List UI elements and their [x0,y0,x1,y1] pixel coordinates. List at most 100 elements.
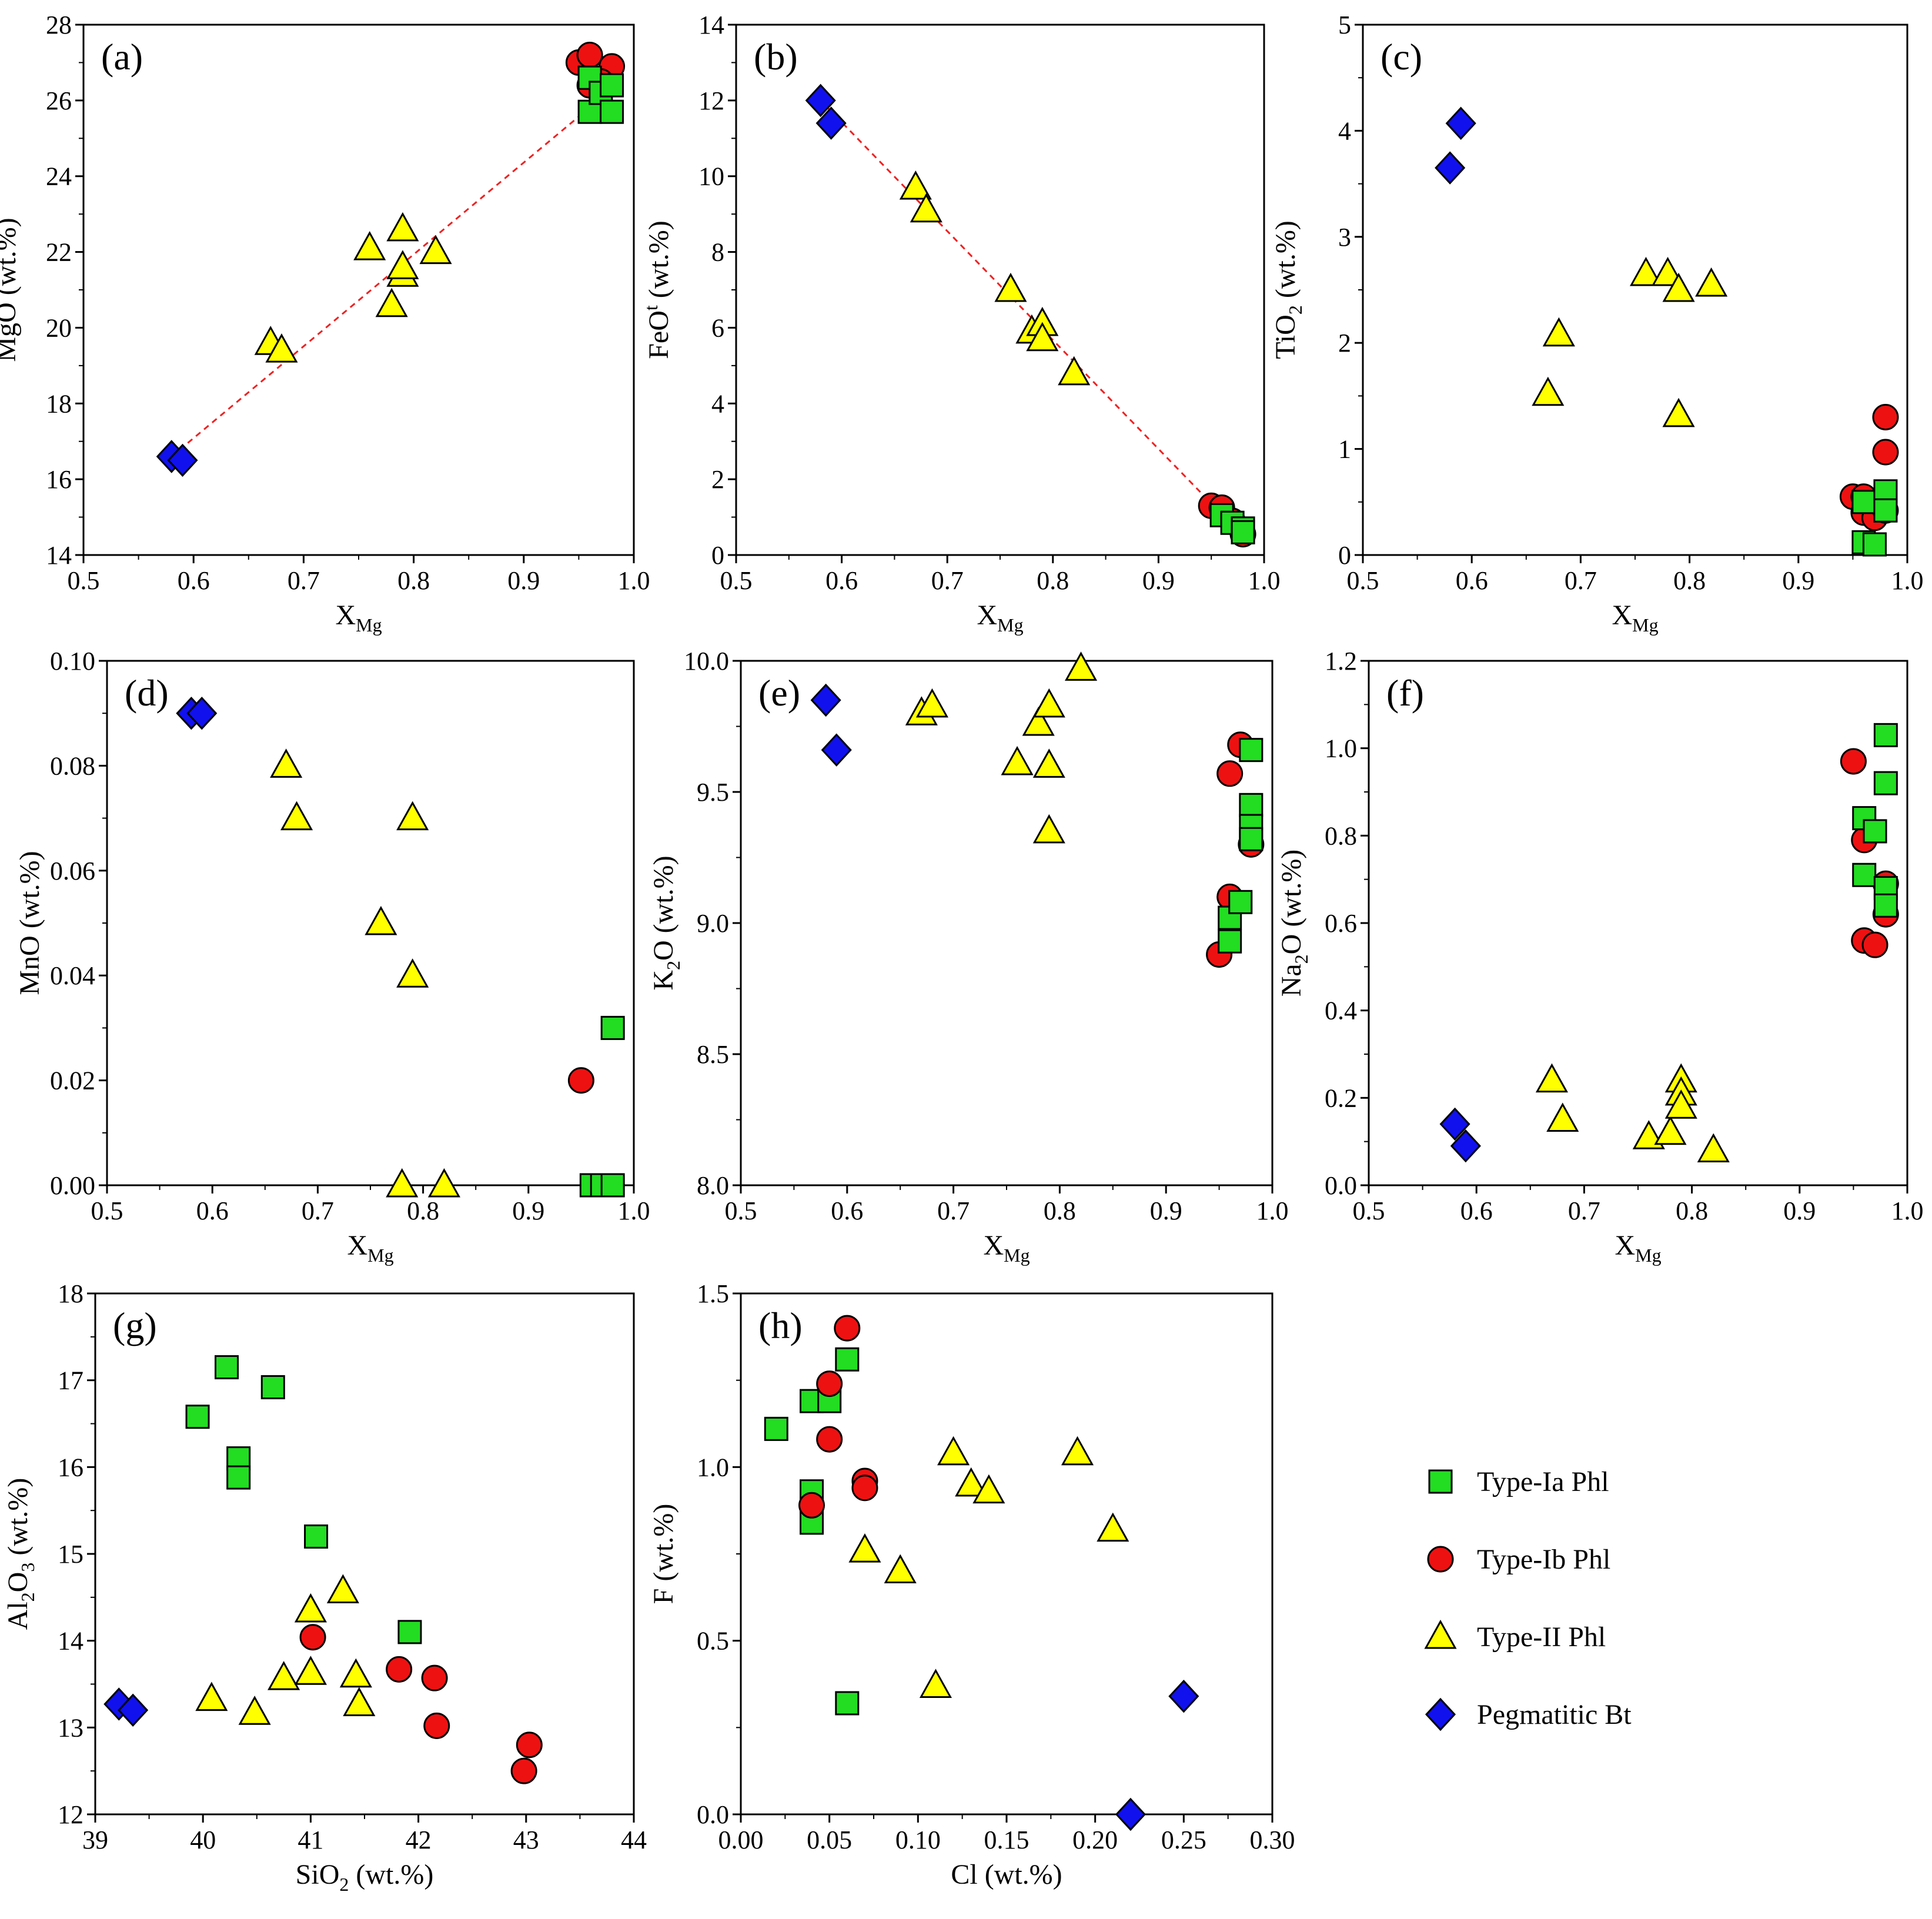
panel-g-point-type-ib-phl [386,1656,413,1683]
panel-g-xtick-label: 42 [406,1826,432,1854]
panel-c-ytick-label: 0 [1338,541,1351,570]
panel-a-point-type-ia-phl [600,73,624,98]
panel-f-ytick-label: 0.0 [1325,1171,1357,1200]
panel-c: 0.5 0.6 0.7 0.8 0.9 1.0 0 1 2 3 4 5 XMg TiO2 (wt.%) (c… [1270,11,1924,636]
panel-e-point-pegmatitic-bt [821,733,852,767]
panel-f-point-type-ii-phl [1546,1102,1579,1132]
panel-d-ytick-label: 0.10 [50,647,95,676]
panel-e-xtick-label: 0.8 [1044,1196,1076,1225]
panel-f-xtick-label: 0.7 [1568,1196,1600,1225]
legend-marker-type-ib-phl [1427,1546,1454,1573]
panel-e-ytick-label: 8.5 [697,1040,729,1069]
panel-g-point-type-ia-phl [397,1620,422,1644]
panel-e-xtick-label: 0.6 [831,1196,863,1225]
panel-g-point-type-ib-phl [510,1757,537,1784]
panel-e-series-pegmatitic-bt [810,683,852,767]
panel-c-xtick-label: 0.6 [1456,566,1488,595]
panel-b-point-type-ii-phl [994,272,1027,302]
panel-f-point-pegmatitic-bt [1439,1107,1470,1141]
panel-f-point-type-ii-phl [1664,1089,1697,1119]
panel-g-point-type-ii-phl [339,1658,372,1688]
panel-f: 0.5 0.6 0.7 0.8 0.9 1.0 0.0 0.2 0.4 0.6 0.8 1.0 1.2 X… [1276,647,1924,1266]
panel-h: 0.00 0.05 0.10 0.15 0.20 0.25 0.30 0.0 0.5 1.0 1.5… [648,1279,1295,1890]
panel-b-xtick-label: 0.6 [825,566,858,595]
panel-b-xtick-label: 1.0 [1248,566,1281,595]
panel-f-frame [1368,660,1908,1186]
panel-h-xtick-label: 0.20 [1072,1826,1118,1854]
legend-label-type-ia-phl: Type-Ia Phl [1477,1466,1609,1497]
panel-a-point-type-ii-phl [419,235,452,265]
panel-e-point-type-ii-phl [1032,748,1065,778]
legend-label-type-ib-phl: Type-Ib Phl [1477,1544,1610,1575]
panel-h-point-type-ib-phl [851,1475,878,1502]
panel-g-ytick-label: 17 [58,1366,83,1395]
panel-d-ytick-label: 0.06 [50,857,95,885]
panel-g-ytick-label: 15 [58,1540,83,1569]
panel-b-ytick-label: 4 [711,389,724,418]
panel-g-point-type-ii-phl [326,1574,359,1603]
panel-a-ytick-label: 28 [46,11,72,39]
panel-f-xlabel: XMg [1615,1230,1661,1266]
panel-d-series-pegmatitic-bt [176,696,218,730]
panel-g-xtick-label: 44 [621,1826,647,1854]
panel-a-series-type-ii-phl [254,212,452,363]
panel-a-ytick-label: 16 [46,465,72,494]
panel-b-xtick-label: 0.8 [1037,566,1069,595]
panel-b-ytick-label: 8 [711,238,724,267]
panel-a-point-type-ii-phl [375,287,408,317]
panel-h-point-type-ia-phl [835,1691,860,1716]
panel-d-point-type-ii-phl [270,748,303,778]
panel-d-point-type-ii-phl [396,958,429,988]
panel-a: 0.5 0.6 0.7 0.8 0.9 1.0 14 16 18 20 22 24 26 28 XMg MgO… [0,11,650,636]
panel-f-label: (f) [1386,672,1424,714]
panel-b-ytick-label: 0 [711,541,724,570]
panel-b: 0.5 0.6 0.7 0.8 0.9 1.0 0 2 4 6 8 10 12 14 XMg FeOt (wt… [640,11,1281,636]
panel-d-point-type-ii-phl [396,801,429,831]
panel-g-point-type-ib-phl [421,1664,448,1691]
panel-h-point-type-ii-phl [937,1436,970,1466]
panel-g-series-type-ib-phl [299,1624,543,1784]
panel-f-point-type-ia-phl [1873,893,1898,918]
panel-e-point-type-ia-phl [1239,827,1264,851]
panel-f-ytick-label: 1.2 [1325,647,1357,676]
panel-c-xtick-label: 0.8 [1673,566,1706,595]
panel-c-ylabel: TiO2 (wt.%) [1270,220,1306,359]
panel-e-series-type-ia-phl [1218,738,1264,954]
panel-h-xtick-label: 0.10 [895,1826,941,1854]
panel-e-xtick-label: 0.7 [937,1196,970,1225]
panel-f-series-type-ii-phl [1535,1063,1730,1163]
panel-f-ytick-label: 0.6 [1325,909,1357,938]
panel-c-point-type-ii-phl [1695,267,1728,297]
panel-g-xlabel: SiO2 (wt.%) [296,1859,434,1895]
panel-f-point-type-ii-phl [1535,1063,1568,1093]
panel-h-point-type-ii-phl [884,1554,917,1584]
legend-marker-pegmatitic-bt [1425,1697,1456,1731]
panel-a-xtick-label: 0.5 [68,566,100,595]
panel-c-xtick-label: 0.5 [1347,566,1379,595]
panel-f-xtick-label: 0.6 [1460,1196,1493,1225]
panel-d-ytick-label: 0.04 [50,961,95,990]
panel-f-xtick-label: 0.5 [1353,1196,1385,1225]
panel-b-series-pegmatitic-bt [805,83,847,140]
panel-h-point-pegmatitic-bt [1115,1797,1146,1831]
panel-g-xtick-label: 39 [82,1826,108,1854]
panel-g-label: (g) [113,1305,157,1346]
panel-e-ytick-label: 10.0 [684,647,729,676]
panel-c-ytick-label: 1 [1338,435,1351,464]
panel-h-point-type-ib-phl [816,1426,843,1453]
panel-e-point-type-ii-phl [1001,745,1034,775]
panel-a-point-pegmatitic-bt [167,443,198,477]
panel-a-frame [82,24,635,556]
panel-a-point-type-ia-phl [600,99,624,124]
panel-g-ylabel: Al2O3 (wt.%) [2,1478,38,1630]
panel-b-series-type-ii-phl [899,170,1091,386]
legend-label-type-ii-phl: Type-II Phl [1477,1622,1606,1653]
panel-h-frame [740,1292,1273,1816]
panel-g-point-type-ia-phl [304,1524,329,1549]
panel-g-point-type-ii-phl [294,1656,327,1685]
panel-e-point-type-ii-phl [1032,814,1065,844]
panel-c-xtick-label: 1.0 [1891,566,1924,595]
panel-g-ytick-label: 16 [58,1453,83,1482]
panel-d-point-type-ib-phl [567,1067,594,1094]
panel-b-xlabel: XMg [977,600,1023,636]
